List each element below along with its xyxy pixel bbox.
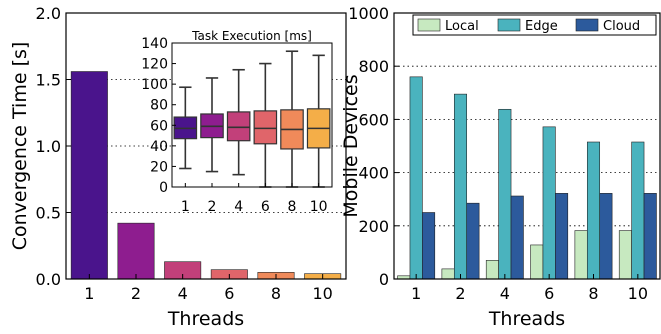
right-y-tick-label: 200 <box>358 217 389 236</box>
inset-y-tick-label: 80 <box>150 98 168 114</box>
right-y-axis-label: Mobile Devices <box>340 74 362 217</box>
task-execution-inset: 0 20 40 60 80 100 120 140 1 2 4 6 8 10 Task Executio… <box>141 29 333 215</box>
right-bar-local <box>530 244 544 280</box>
right-x-tick-label: 6 <box>544 284 554 303</box>
inset-iqr-box <box>253 110 278 145</box>
legend-swatch-cloud <box>575 18 599 32</box>
inset-iqr-box <box>226 111 251 142</box>
inset-x-tick-label: 8 <box>288 199 297 215</box>
right-x-tick-label: 4 <box>500 284 510 303</box>
right-x-tick-label: 8 <box>588 284 598 303</box>
right-bar-local <box>618 230 632 280</box>
inset-x-ticks: 1 2 4 6 8 10 <box>181 183 328 215</box>
right-y-tick-label: 0 <box>379 270 389 289</box>
left-x-tick-label: 6 <box>224 284 234 303</box>
inset-x-tick-label: 10 <box>310 199 328 215</box>
inset-background <box>172 43 332 187</box>
inset-y-tick-label: 0 <box>159 180 168 196</box>
left-x-tick-label: 2 <box>131 284 141 303</box>
right-bar-local <box>574 230 588 280</box>
legend-label-cloud: Cloud <box>603 19 640 34</box>
left-y-tick-label: 1.5 <box>36 71 61 90</box>
left-bar <box>117 222 155 280</box>
right-x-tick-label: 1 <box>411 284 421 303</box>
left-x-axis-label: Threads <box>167 308 244 330</box>
right-x-ticks: 1 2 4 6 8 10 <box>411 274 648 303</box>
legend-label-edge: Edge <box>525 19 558 34</box>
convergence-time-chart: 0.00.51.01.52.0 1 2 4 6 8 10 Threads Converge… <box>9 4 347 330</box>
right-bar-cloud <box>422 212 436 280</box>
inset-y-tick-label: 40 <box>150 139 168 155</box>
right-y-ticks: 0 200 400 600 800 1000 <box>348 4 399 289</box>
right-bar-cloud <box>510 195 524 280</box>
right-bar-edge <box>631 141 645 280</box>
right-bar-cloud <box>555 193 569 280</box>
left-x-tick-label: 10 <box>312 284 332 303</box>
inset-x-tick-label: 2 <box>208 199 217 215</box>
inset-box <box>173 86 198 170</box>
right-y-tick-label: 1000 <box>348 4 389 23</box>
legend-swatch-local <box>417 18 441 32</box>
right-x-tick-label: 2 <box>455 284 465 303</box>
inset-y-ticks: 0 20 40 60 80 100 120 140 <box>141 36 176 196</box>
right-bar-edge <box>542 126 556 280</box>
legend: Local Edge Cloud <box>412 14 657 36</box>
right-plot-frame <box>393 12 661 280</box>
right-y-tick-label: 600 <box>358 110 389 129</box>
left-x-ticks: 1 2 4 6 8 10 <box>84 274 333 303</box>
left-x-tick-label: 8 <box>271 284 281 303</box>
inset-title: Task Execution [ms] <box>191 29 312 43</box>
legend-swatch-edge <box>497 18 521 32</box>
left-y-tick-label: 0.5 <box>36 204 61 223</box>
left-y-tick-label: 0.0 <box>36 270 61 289</box>
inset-x-tick-label: 4 <box>234 199 243 215</box>
inset-y-tick-label: 100 <box>141 77 168 93</box>
right-bar-cloud <box>466 202 480 280</box>
right-bar-cloud <box>643 193 657 280</box>
right-bar-cloud <box>599 193 613 280</box>
mobile-devices-chart: 0 200 400 600 800 1000 1 2 4 6 8 10 Threads Mobile… <box>340 4 661 330</box>
inset-x-tick-label: 6 <box>261 199 270 215</box>
inset-box <box>280 50 304 188</box>
inset-plot-frame <box>171 42 333 188</box>
left-x-tick-label: 1 <box>84 284 94 303</box>
inset-box <box>306 54 331 188</box>
right-bar-local <box>441 268 455 280</box>
right-x-tick-label: 10 <box>628 284 648 303</box>
left-y-tick-label: 2.0 <box>36 4 61 23</box>
legend-label-local: Local <box>445 19 479 34</box>
inset-y-tick-label: 140 <box>141 36 168 52</box>
inset-y-tick-label: 60 <box>150 118 168 134</box>
left-y-axis-label: Convergence Time [s] <box>9 42 31 251</box>
right-y-tick-label: 400 <box>358 164 389 183</box>
right-bar-local <box>485 260 499 280</box>
right-grid <box>394 65 660 227</box>
right-bar-edge <box>453 93 468 280</box>
left-y-ticks: 0.0 0.5 1.0 1.5 2.0 <box>36 4 71 289</box>
inset-box <box>200 77 224 173</box>
right-bar-edge <box>409 76 423 280</box>
left-bar <box>70 71 108 280</box>
right-bar-edge <box>498 108 512 280</box>
inset-x-tick-label: 1 <box>181 199 190 215</box>
right-bars <box>397 76 657 280</box>
inset-y-tick-label: 120 <box>141 57 168 73</box>
right-y-tick-label: 800 <box>358 57 389 76</box>
inset-y-tick-label: 20 <box>150 159 168 175</box>
right-x-axis-label: Threads <box>488 308 565 330</box>
left-y-tick-label: 1.0 <box>36 137 61 156</box>
right-bar-edge <box>586 141 601 280</box>
inset-box <box>226 68 251 176</box>
left-x-tick-label: 4 <box>178 284 188 303</box>
